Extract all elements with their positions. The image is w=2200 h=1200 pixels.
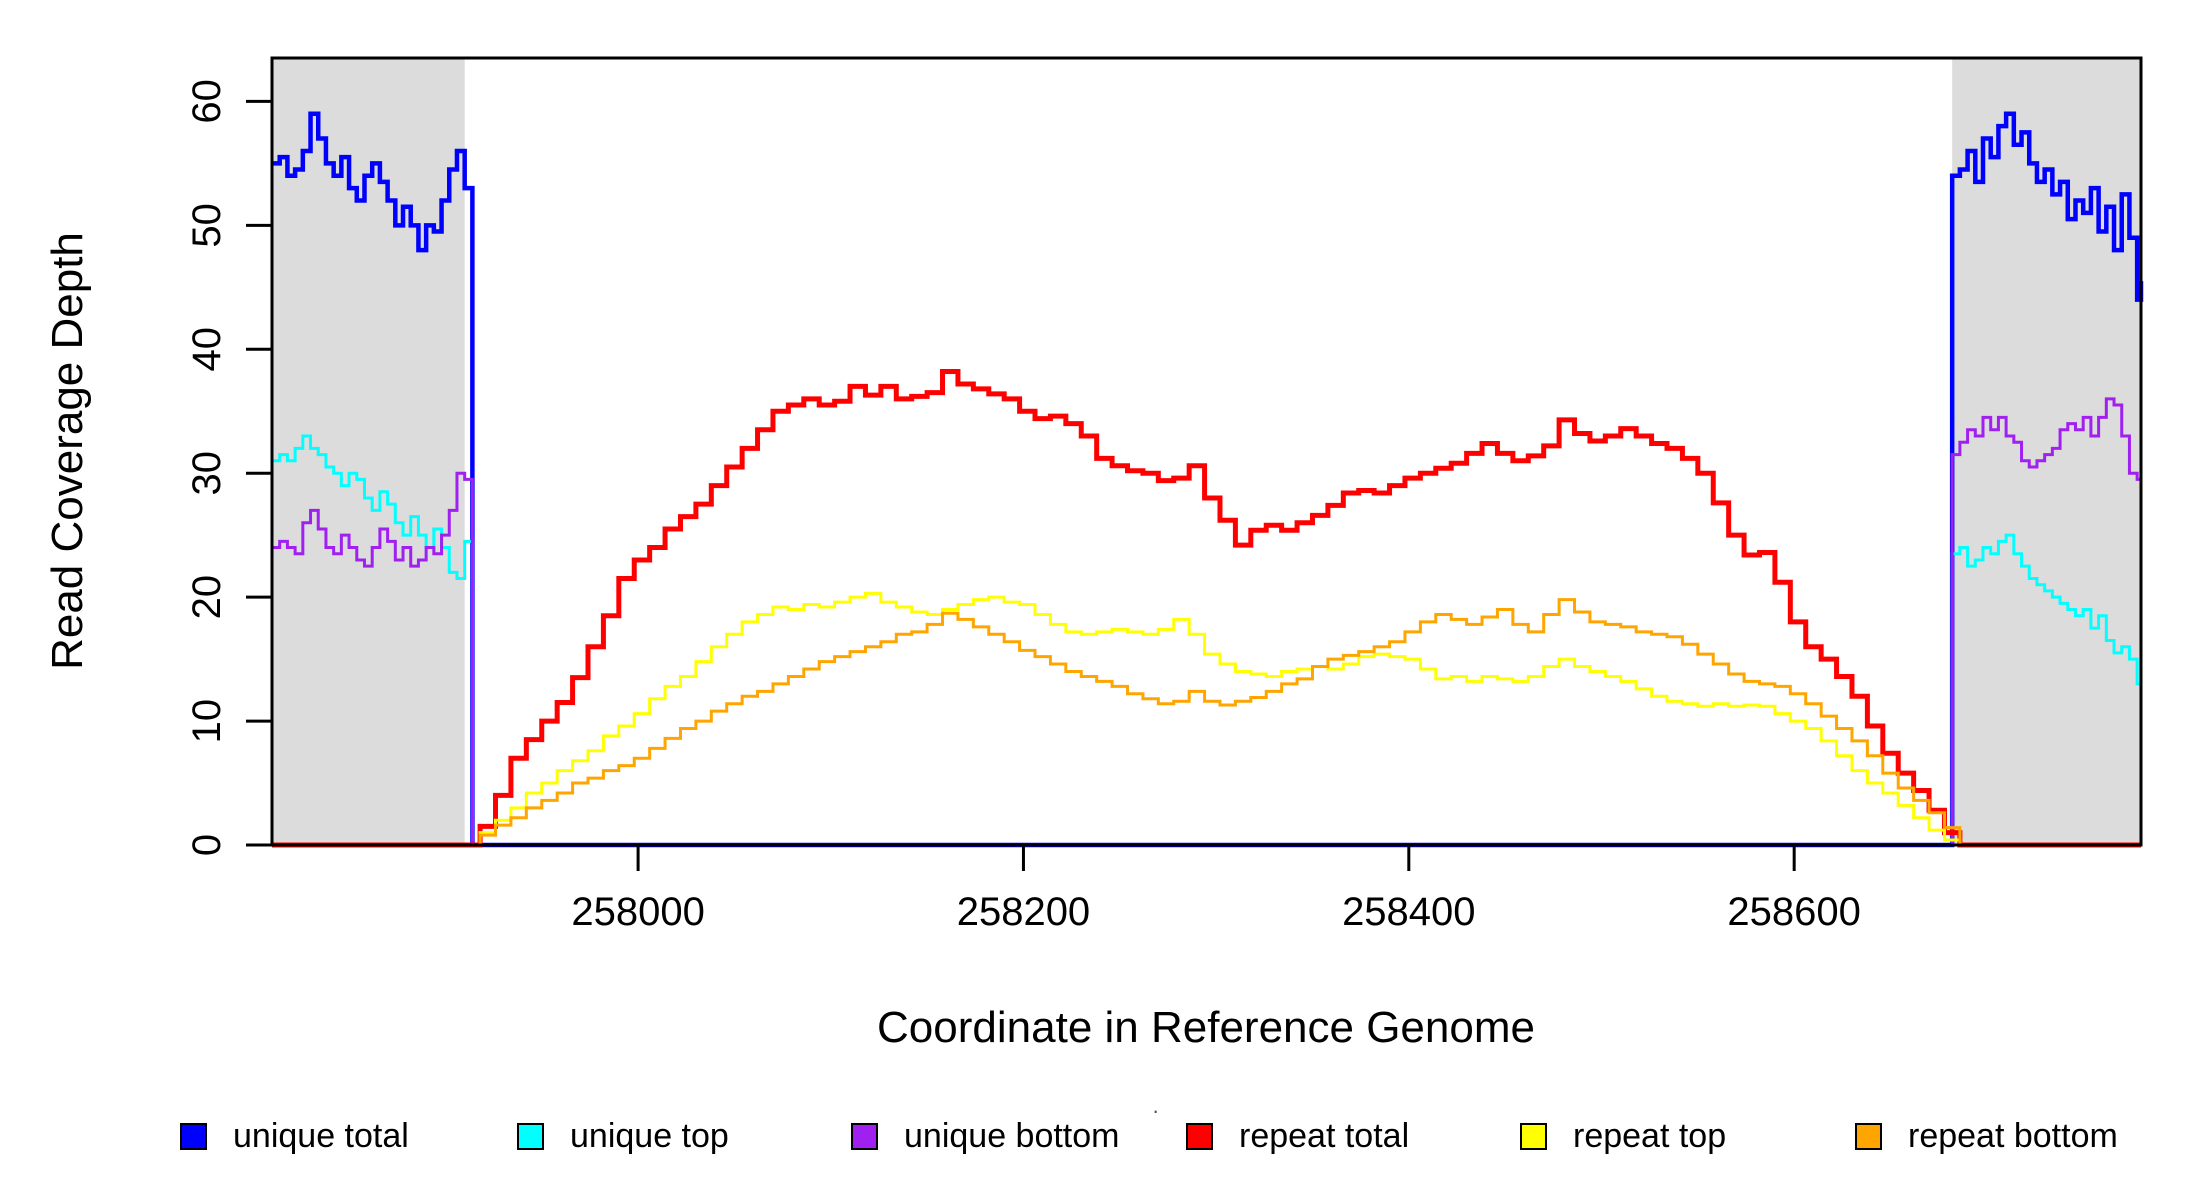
legend-label: repeat total <box>1239 1116 1410 1155</box>
x-tick-label: 258400 <box>1342 890 1475 934</box>
legend-label: repeat top <box>1573 1116 1727 1155</box>
plot-border <box>270 56 2143 847</box>
y-tick-label: 40 <box>185 327 229 372</box>
y-tick-label: 30 <box>185 451 229 496</box>
legend-label: unique top <box>570 1116 729 1155</box>
legend-label: unique total <box>233 1116 409 1155</box>
legend: unique total unique top unique bottom re… <box>0 1108 2200 1168</box>
plot-frame <box>270 56 2143 847</box>
repeat-top-swatch-icon <box>1520 1122 1547 1150</box>
y-tick-label: 10 <box>185 699 229 744</box>
y-tick-label: 0 <box>185 834 229 856</box>
axis-tick-labels: 258000 258200 258400 258600 0 10 20 30 40 50 60 <box>185 79 1861 934</box>
x-tick-label: 258200 <box>957 890 1090 934</box>
legend-item-unique-top: unique top <box>517 1108 729 1164</box>
y-tick-label: 60 <box>185 79 229 124</box>
repeat-bottom-swatch-icon <box>1855 1122 1882 1150</box>
series-lines <box>272 111 2144 848</box>
x-tick-label: 258000 <box>571 890 704 934</box>
shaded-repeat-flank-regions <box>272 58 2141 845</box>
unique-bottom-swatch-icon <box>851 1122 878 1150</box>
axis-ticks <box>246 99 1796 871</box>
series-repeat-top <box>272 591 2141 847</box>
shaded-region <box>1952 58 2141 845</box>
x-tick-label: 258600 <box>1727 890 1860 934</box>
legend-label: repeat bottom <box>1908 1116 2118 1155</box>
repeat-total-swatch-icon <box>1186 1122 1213 1150</box>
unique-total-swatch-icon <box>180 1122 207 1150</box>
legend-item-unique-total: unique total <box>180 1108 409 1164</box>
legend-label: unique bottom <box>904 1116 1120 1155</box>
stray-dot: · <box>1152 1098 1160 1123</box>
series-repeat-bottom <box>272 598 2141 847</box>
y-tick-label: 20 <box>185 575 229 620</box>
unique-top-swatch-icon <box>517 1122 544 1150</box>
shaded-region <box>272 58 465 845</box>
y-tick-label: 50 <box>185 203 229 248</box>
legend-item-repeat-total: repeat total <box>1186 1108 1409 1164</box>
legend-item-repeat-top: repeat top <box>1520 1108 1726 1164</box>
x-axis-title: Coordinate in Reference Genome <box>877 1003 1535 1052</box>
coverage-plot: 258000 258200 258400 258600 0 10 20 30 40 50 60 Co… <box>43 56 2144 1052</box>
legend-item-repeat-bottom: repeat bottom <box>1855 1108 2118 1164</box>
series-repeat-total <box>272 369 2141 848</box>
legend-item-unique-bottom: unique bottom <box>851 1108 1120 1164</box>
y-axis-title: Read Coverage Depth <box>43 232 92 670</box>
